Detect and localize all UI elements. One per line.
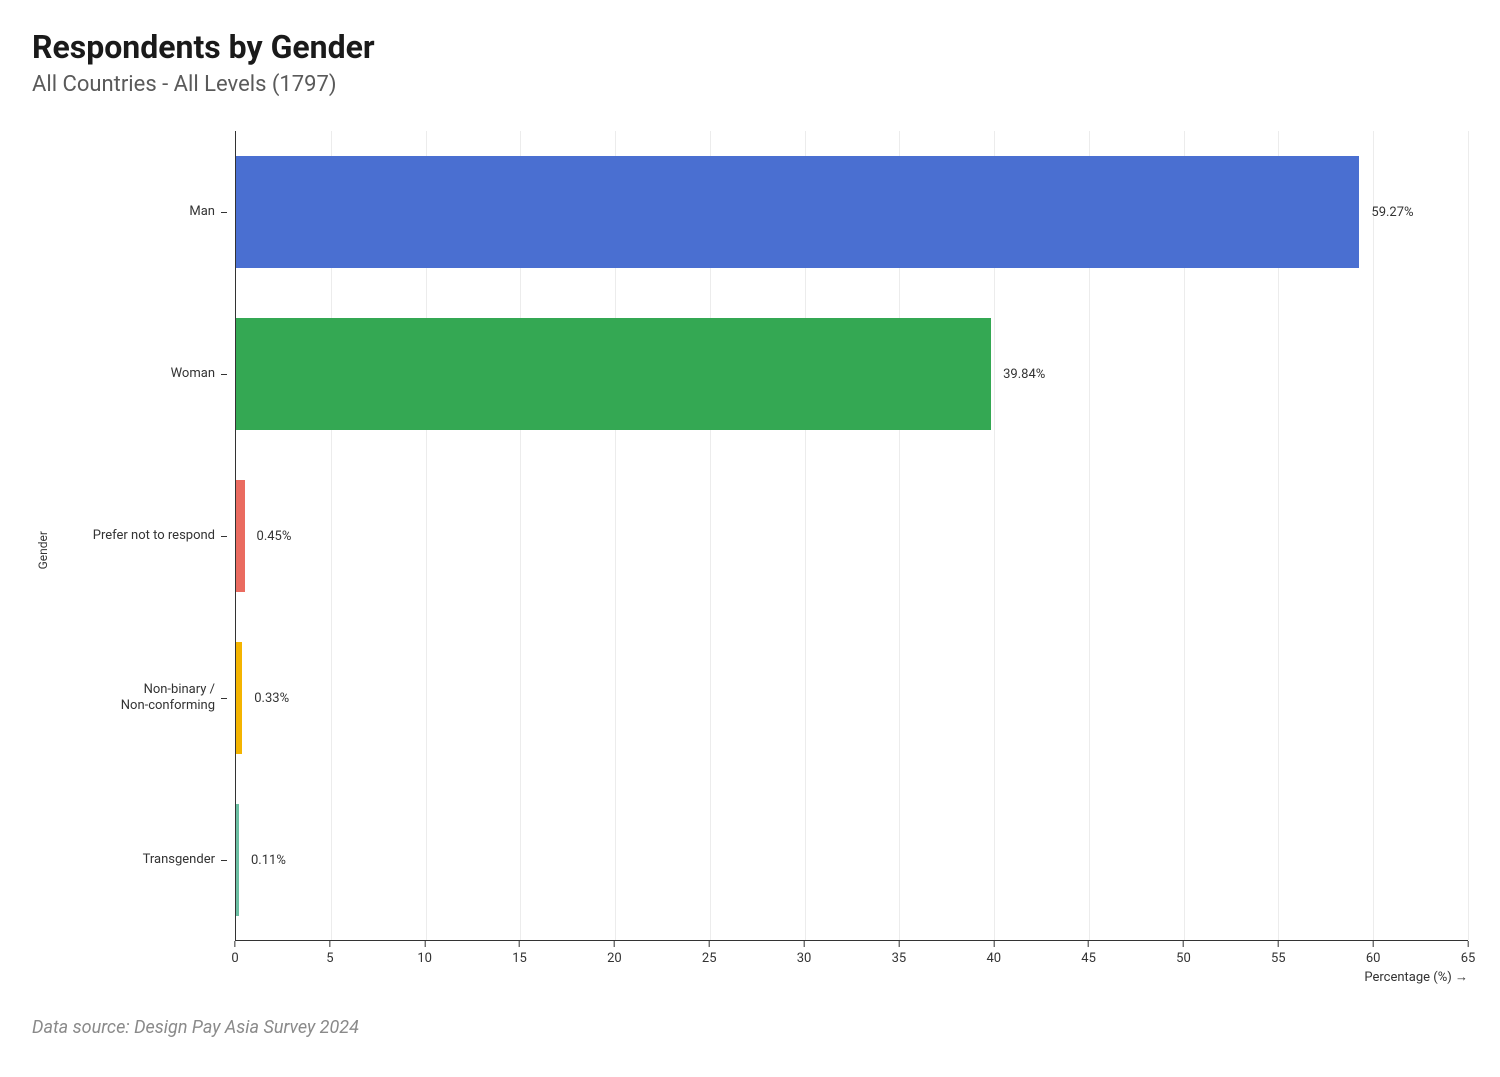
x-tick-label: 25 [702,951,717,966]
x-tick: 50 [1176,941,1191,966]
x-tick: 20 [607,941,622,966]
x-tick: 15 [512,941,527,966]
chart-title: Respondents by Gender [32,28,1468,66]
x-axis-title: Percentage (%) → [1364,969,1468,985]
x-tick-mark [993,941,994,947]
y-tick-mark [221,374,227,375]
category-label-text: Woman [171,366,215,382]
bar-row: 0.11% [236,804,1468,916]
y-tick-mark [221,212,227,213]
category-label-text: Non-binary / Non-conforming [121,682,215,715]
y-axis-category-label: Non-binary / Non-conforming [60,642,235,754]
x-tick-mark [1468,941,1469,947]
x-tick-mark [709,941,710,947]
bar [236,318,991,430]
x-tick-label: 50 [1176,951,1191,966]
chart-container: Respondents by Gender All Countries - Al… [0,0,1500,1077]
category-label-text: Transgender [143,852,215,868]
x-tick: 55 [1271,941,1286,966]
x-tick: 30 [797,941,812,966]
data-source-footer: Data source: Design Pay Asia Survey 2024 [32,1017,1468,1038]
x-tick-mark [519,941,520,947]
bar [236,804,239,916]
bar-value-label: 59.27% [1371,205,1413,220]
bar-row: 39.84% [236,318,1468,430]
x-tick-label: 10 [417,951,432,966]
x-axis: Percentage (%) → 05101520253035404550556… [235,941,1468,969]
bar-value-label: 0.33% [254,691,289,706]
x-tick: 10 [417,941,432,966]
x-tick-label: 15 [512,951,527,966]
x-tick: 0 [231,941,238,966]
x-tick-mark [1183,941,1184,947]
bar-value-label: 39.84% [1003,367,1045,382]
x-tick: 40 [986,941,1001,966]
bar [236,480,245,592]
x-tick-mark [1088,941,1089,947]
category-label-text: Prefer not to respond [93,528,215,544]
x-tick-mark [898,941,899,947]
bar [236,156,1359,268]
y-axis-labels: Man Woman Prefer not to respond Non-binary … [60,131,235,969]
bar-row: 59.27% [236,156,1468,268]
bar-holder: 0.33% [236,642,1468,754]
x-tick: 65 [1461,941,1476,966]
chart-wrap: Gender Man Woman Prefer not to respond Non-… [32,131,1468,969]
x-tick-label: 20 [607,951,622,966]
bar-holder: 59.27% [236,156,1468,268]
y-axis-category-label: Transgender [60,804,235,916]
bar-row: 0.45% [236,480,1468,592]
plot-wrap: 59.27%39.84%0.45%0.33%0.11% Percentage (… [235,131,1468,969]
y-axis-category-label: Man [60,156,235,268]
x-tick-label: 30 [797,951,812,966]
x-tick-mark [329,941,330,947]
x-tick-mark [1373,941,1374,947]
x-tick-label: 45 [1081,951,1096,966]
y-tick-mark [221,536,227,537]
category-label-text: Man [189,204,215,220]
gridline [1468,131,1469,940]
y-axis-title: Gender [32,531,54,569]
x-tick-label: 35 [892,951,907,966]
x-tick-mark [424,941,425,947]
x-tick: 45 [1081,941,1096,966]
chart-subtitle: All Countries - All Levels (1797) [32,72,1468,97]
bar-row: 0.33% [236,642,1468,754]
y-axis-category-label: Prefer not to respond [60,480,235,592]
plot-area: 59.27% 39.84% 0.45% 0.33% 0.11% [235,131,1468,941]
x-tick-mark [235,941,236,947]
x-tick-label: 5 [326,951,333,966]
bar-holder: 39.84% [236,318,1468,430]
x-tick-mark [1278,941,1279,947]
x-tick: 35 [892,941,907,966]
bar-holder: 0.11% [236,804,1468,916]
x-tick: 5 [326,941,333,966]
bar-value-label: 0.45% [257,529,292,544]
x-tick-label: 55 [1271,951,1286,966]
x-tick-mark [804,941,805,947]
x-tick-label: 0 [231,951,238,966]
bar-holder: 0.45% [236,480,1468,592]
x-tick: 60 [1366,941,1381,966]
x-tick-label: 65 [1461,951,1476,966]
x-tick-mark [614,941,615,947]
y-tick-mark [221,860,227,861]
x-tick-label: 40 [986,951,1001,966]
y-tick-mark [221,698,227,699]
x-tick: 25 [702,941,717,966]
bar [236,642,242,754]
bar-value-label: 0.11% [251,853,286,868]
chart-area: Man Woman Prefer not to respond Non-binary … [60,131,1468,969]
y-axis-category-label: Woman [60,318,235,430]
x-tick-label: 60 [1366,951,1381,966]
